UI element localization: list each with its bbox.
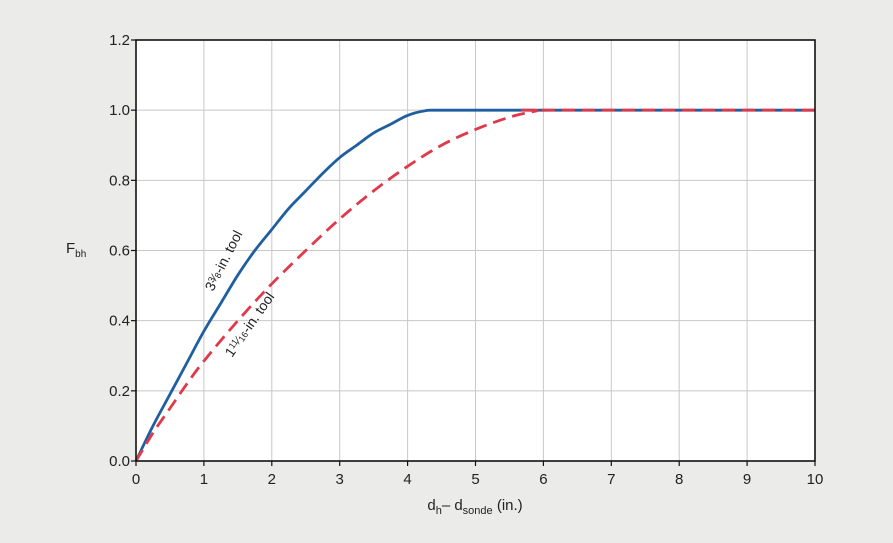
y-tick-labels: 0.0 0.2 0.4 0.6 0.8 1.0 1.2	[109, 32, 130, 470]
x-tick-label: 2	[268, 471, 276, 488]
y-tick-label: 0.2	[109, 383, 130, 400]
x-tick-label: 9	[743, 471, 751, 488]
x-tick-label: 10	[807, 471, 824, 488]
y-axis-label: Fbh	[66, 240, 86, 260]
x-tick-label: 0	[132, 471, 140, 488]
x-axis-label: dh– dsonde (in.)	[427, 497, 522, 517]
x-tick-label: 6	[539, 471, 547, 488]
x-tick-label: 1	[200, 471, 208, 488]
y-tick-label: 1.2	[109, 32, 130, 49]
series-line-1-11-16-in-tool	[134, 108, 816, 462]
x-tick-label: 7	[607, 471, 615, 488]
x-tick-label: 3	[336, 471, 344, 488]
x-tick-label: 8	[675, 471, 683, 488]
series-layer	[134, 108, 816, 462]
y-tick-label: 0.8	[109, 172, 130, 189]
y-tick-label: 0.0	[109, 453, 130, 470]
series-line-3-3-8-in-tool	[134, 108, 815, 462]
y-tick-label: 1.0	[109, 102, 130, 119]
x-tick-labels: 0 1 2 3 4 5 6 7 8 9 10	[132, 471, 824, 488]
plot-frame	[135, 39, 816, 462]
grid	[131, 39, 816, 466]
x-tick-label: 4	[403, 471, 411, 488]
y-tick-label: 0.4	[109, 313, 130, 330]
y-tick-label: 0.6	[109, 243, 130, 260]
x-tick-label: 5	[471, 471, 479, 488]
